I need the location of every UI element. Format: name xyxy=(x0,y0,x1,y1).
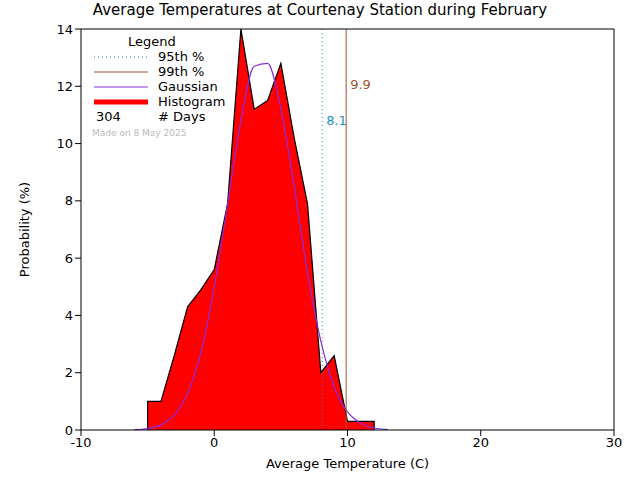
svg-text:10: 10 xyxy=(339,435,356,450)
html-text:99th %: 99th % xyxy=(158,64,205,79)
svg-text:Average Temperature (C): Average Temperature (C) xyxy=(266,456,429,471)
html-text:Made on 8 May 2025: Made on 8 May 2025 xyxy=(92,128,187,138)
svg-text:0: 0 xyxy=(210,435,218,450)
html-text:Histogram: Histogram xyxy=(158,94,226,109)
html-text:95th %: 95th % xyxy=(158,49,205,64)
svg-text:8: 8 xyxy=(65,193,73,208)
svg-text:4: 4 xyxy=(65,308,73,323)
svg-text:-10: -10 xyxy=(70,435,91,450)
svg-text:12: 12 xyxy=(56,79,73,94)
svg-text:14: 14 xyxy=(56,22,73,37)
svg-text:30: 30 xyxy=(606,435,623,450)
svg-text:2: 2 xyxy=(65,365,73,380)
svg-text:20: 20 xyxy=(472,435,489,450)
svg-text:6: 6 xyxy=(65,251,73,266)
svg-text:Probability (%): Probability (%) xyxy=(17,182,32,277)
html-text:# Days: # Days xyxy=(158,109,206,124)
html-text:Legend: Legend xyxy=(128,34,176,49)
svg-text:9.9: 9.9 xyxy=(350,77,371,92)
svg-text:8.1: 8.1 xyxy=(326,113,347,128)
svg-text:10: 10 xyxy=(56,136,73,151)
svg-text:0: 0 xyxy=(65,423,73,438)
html-text:304: 304 xyxy=(96,109,121,124)
html-text:Average Temperatures at Courte: Average Temperatures at Courtenay Statio… xyxy=(92,1,548,19)
html-text:Gaussian: Gaussian xyxy=(158,79,218,94)
